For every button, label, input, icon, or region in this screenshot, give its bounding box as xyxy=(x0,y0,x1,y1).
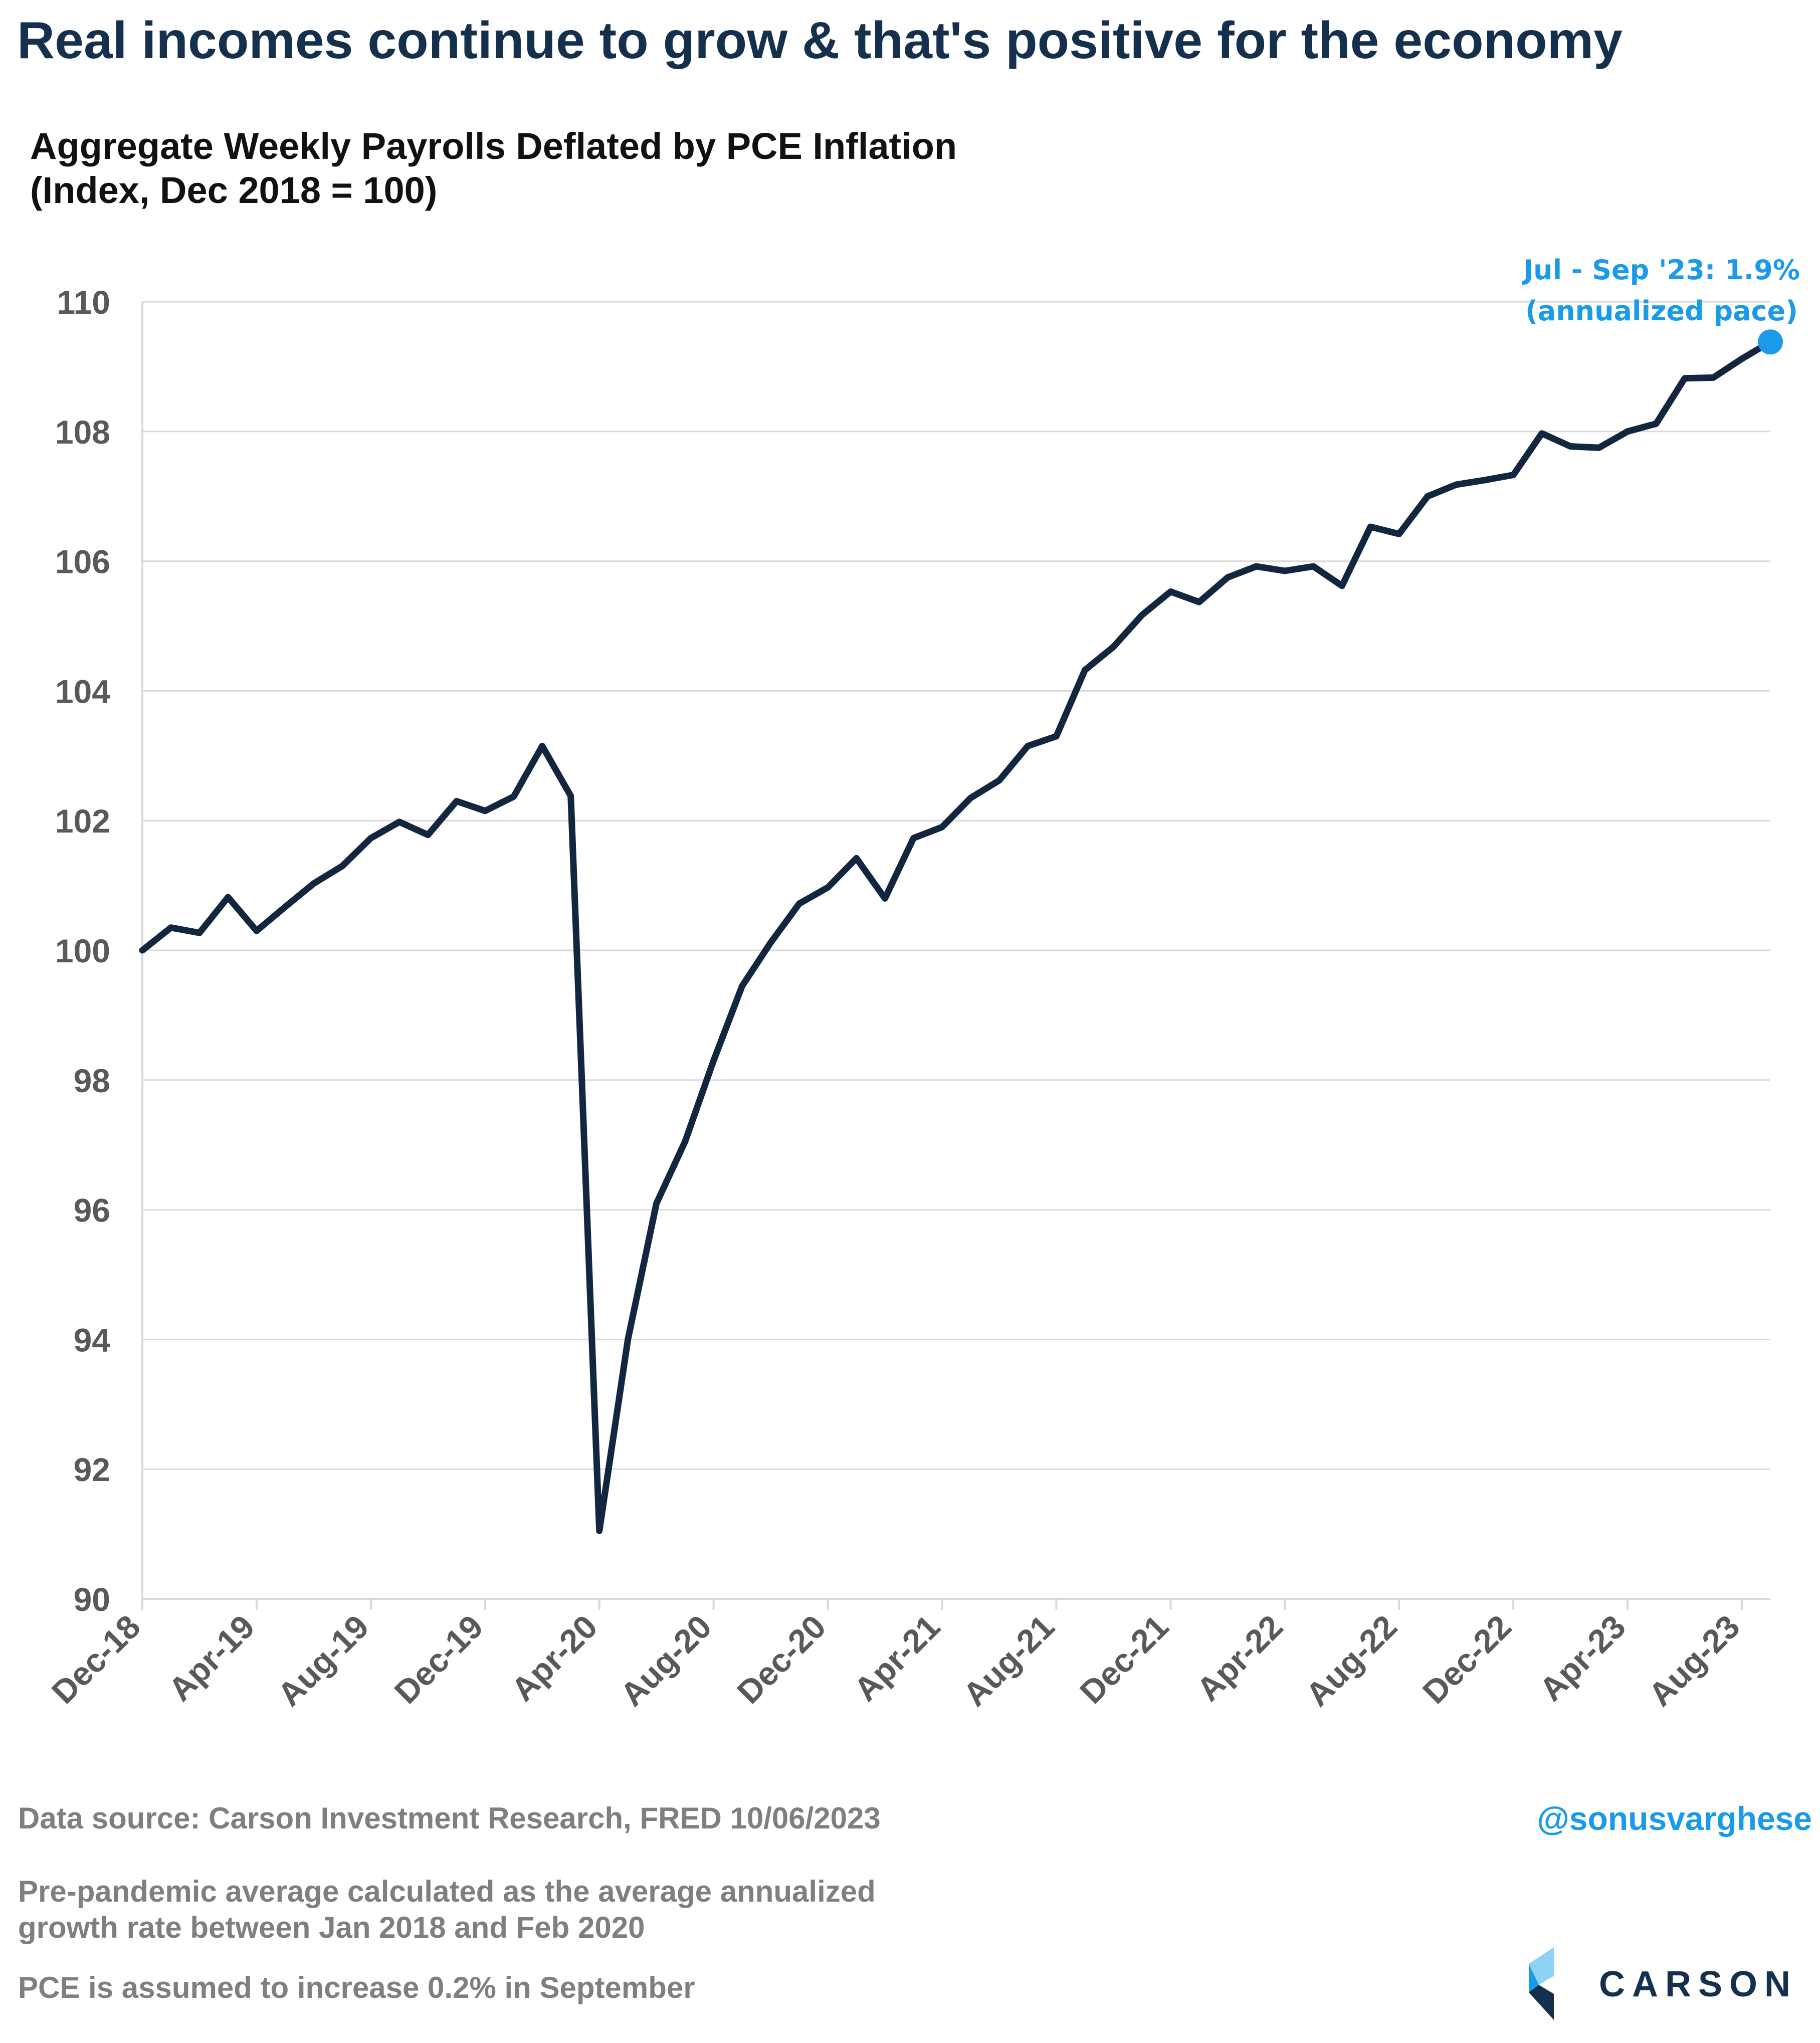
carson-logo-icon xyxy=(1529,1947,1554,2020)
gridlines xyxy=(142,301,1770,1470)
y-tick-label: 106 xyxy=(55,543,110,580)
series-line xyxy=(139,338,1774,1534)
x-tick-label: Apr-22 xyxy=(1189,1608,1290,1708)
y-axis-tick-labels: 90 92 94 96 98 100 102 104 106 108 110 xyxy=(55,284,110,1618)
x-tick-label: Aug-21 xyxy=(956,1608,1061,1713)
y-tick-label: 90 xyxy=(74,1581,110,1618)
y-tick-label: 98 xyxy=(74,1062,110,1099)
x-tick-label: Aug-22 xyxy=(1299,1608,1404,1713)
y-tick-label: 96 xyxy=(74,1192,110,1229)
y-tick-label: 108 xyxy=(55,414,110,451)
x-tick-label: Apr-21 xyxy=(847,1608,947,1708)
footnote-line2: growth rate between Jan 2018 and Feb 202… xyxy=(18,1911,645,1944)
x-tick-label: Aug-23 xyxy=(1641,1608,1746,1713)
y-tick-label: 104 xyxy=(55,673,110,710)
x-tick-label: Dec-21 xyxy=(1073,1608,1175,1711)
y-tick-label: 100 xyxy=(55,932,110,969)
headline: Real incomes continue to grow & that's p… xyxy=(17,12,1623,70)
latest-point-marker xyxy=(1758,329,1783,355)
x-tick-label: Apr-23 xyxy=(1532,1608,1633,1708)
x-tick-label: Aug-19 xyxy=(270,1608,375,1713)
twitter-handle[interactable]: @sonusvarghese xyxy=(1537,1800,1812,1837)
x-tick-label: Dec-19 xyxy=(387,1608,490,1711)
line-chart: 90 92 94 96 98 100 102 104 106 108 110 Dec-18 Apr-1… xyxy=(45,254,1800,1713)
chart-title-line1: Aggregate Weekly Payrolls Deflated by PC… xyxy=(30,125,957,167)
x-tick-label: Dec-22 xyxy=(1415,1608,1518,1711)
series-real-payrolls xyxy=(139,329,1783,1534)
carson-logo: CARSON xyxy=(1519,1945,1819,2020)
chart-title: Aggregate Weekly Payrolls Deflated by PC… xyxy=(30,124,957,213)
x-axis-tick-labels: Dec-18 Apr-19 Aug-19 Dec-19 Apr-20 Aug-20 Dec-… xyxy=(45,1608,1747,1713)
y-tick-label: 110 xyxy=(57,284,110,321)
x-tick-label: Dec-20 xyxy=(730,1608,833,1711)
chart-subtitle: (Index, Dec 2018 = 100) xyxy=(30,169,438,211)
y-tick-label: 92 xyxy=(74,1451,110,1488)
footnote-pre-pandemic: Pre-pandemic average calculated as the a… xyxy=(18,1874,876,1946)
x-tick-label: Apr-20 xyxy=(504,1608,604,1708)
y-tick-label: 102 xyxy=(55,802,110,840)
y-tick-label: 94 xyxy=(74,1321,111,1358)
footnote-pce: PCE is assumed to increase 0.2% in Septe… xyxy=(18,1971,695,2004)
footnote-line1: Pre-pandemic average calculated as the a… xyxy=(18,1875,876,1908)
x-tick-label: Aug-20 xyxy=(613,1608,718,1713)
data-source: Data source: Carson Investment Research,… xyxy=(18,1801,881,1835)
annotation-line: (annualized pace) xyxy=(1525,295,1798,327)
annotation-line: Jul - Sep '23: 1.9% xyxy=(1521,254,1800,286)
x-tick-label: Apr-19 xyxy=(161,1608,262,1708)
annotation: Jul - Sep '23: 1.9% (annualized pace) xyxy=(1521,254,1800,327)
x-tick-label: Dec-18 xyxy=(45,1608,147,1711)
axes xyxy=(141,302,1770,1610)
carson-logo-word: CARSON xyxy=(1599,1964,1798,2004)
